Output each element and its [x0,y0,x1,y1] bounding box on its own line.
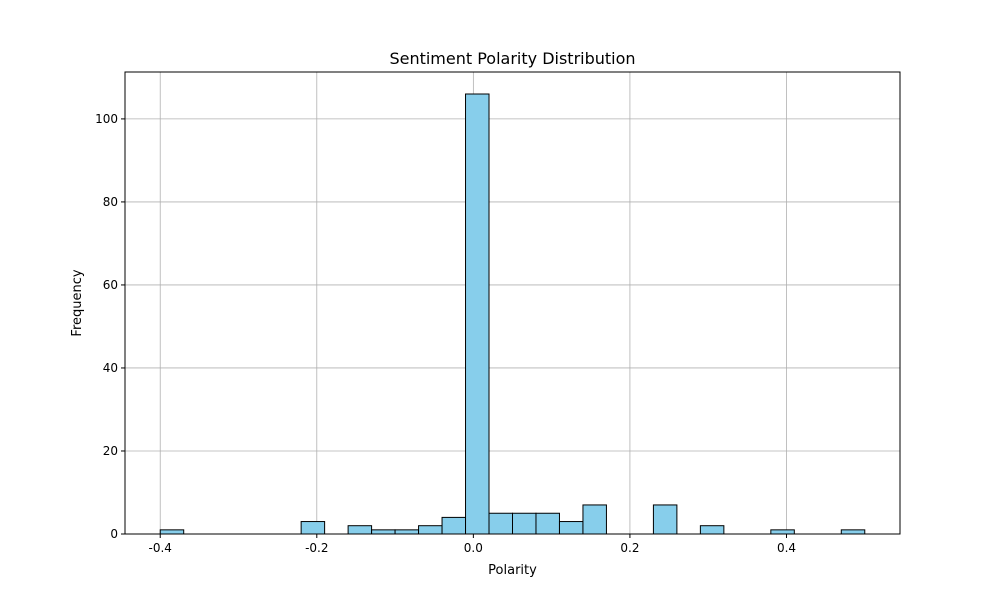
y-tick-label: 0 [110,527,118,541]
x-tick-label: -0.4 [149,541,172,555]
histogram-bar [840,529,866,535]
chart-title: Sentiment Polarity Distribution [389,49,635,68]
histogram-bar [418,525,443,535]
histogram-bar [347,525,373,535]
x-tick-label: -0.2 [305,541,328,555]
histogram-bar [441,516,467,535]
y-tick-label: 40 [103,361,118,375]
x-tick-label: 0.4 [777,541,796,555]
ticks-layer: -0.4 -0.2 0.0 0.2 0.4 0 20 40 60 80 100 [95,112,796,555]
y-tick-label: 20 [103,444,118,458]
histogram-bar [699,525,725,535]
grid-layer [125,72,900,535]
histogram-bar [652,504,678,535]
x-tick-label: 0.2 [620,541,639,555]
bars-layer [159,93,866,535]
histogram-bar [558,521,584,535]
x-tick-label: 0.0 [464,541,483,555]
histogram-bar [535,512,560,535]
y-axis-label: Frequency [70,269,85,336]
histogram-bar [300,521,326,535]
histogram-bar [582,504,607,535]
plot-frame [124,71,901,535]
histogram-bar [371,529,396,535]
y-tick-label: 100 [95,112,118,126]
histogram-bar [465,93,490,535]
histogram-bar [394,529,420,535]
histogram-bar [488,512,513,535]
y-tick-label: 80 [103,195,118,209]
x-axis-label: Polarity [488,563,537,578]
histogram-bar [159,529,185,535]
histogram-bar [512,512,537,535]
histogram-bar [770,529,795,535]
y-tick-label: 60 [103,278,118,292]
